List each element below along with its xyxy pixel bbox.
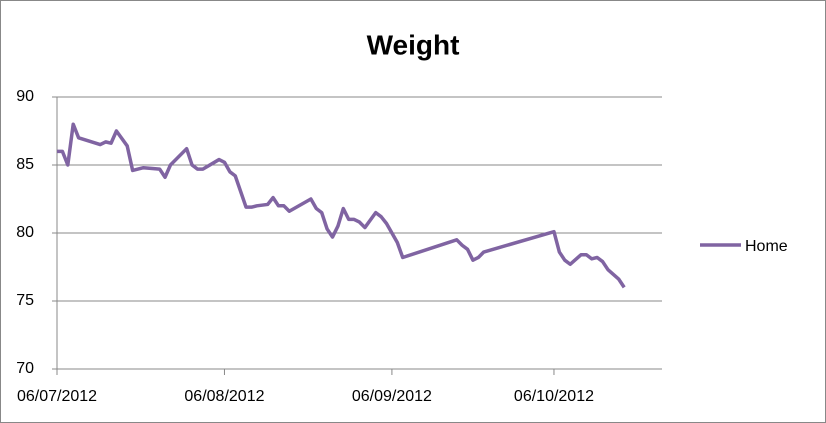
- x-tick-label: 06/10/2012: [514, 388, 594, 405]
- y-tick-label: 70: [16, 360, 34, 377]
- x-tick-label: 06/07/2012: [17, 388, 97, 405]
- legend-label: Home: [745, 238, 788, 255]
- y-tick-label: 75: [16, 292, 34, 309]
- x-tick-label: 06/09/2012: [352, 388, 432, 405]
- data-line: [57, 122, 626, 289]
- x-tick-label: 06/08/2012: [184, 388, 264, 405]
- y-tick-label: 80: [16, 224, 34, 241]
- y-tick-label: 90: [16, 88, 34, 105]
- y-tick-label: 85: [16, 156, 34, 173]
- chart-title: Weight: [367, 29, 460, 60]
